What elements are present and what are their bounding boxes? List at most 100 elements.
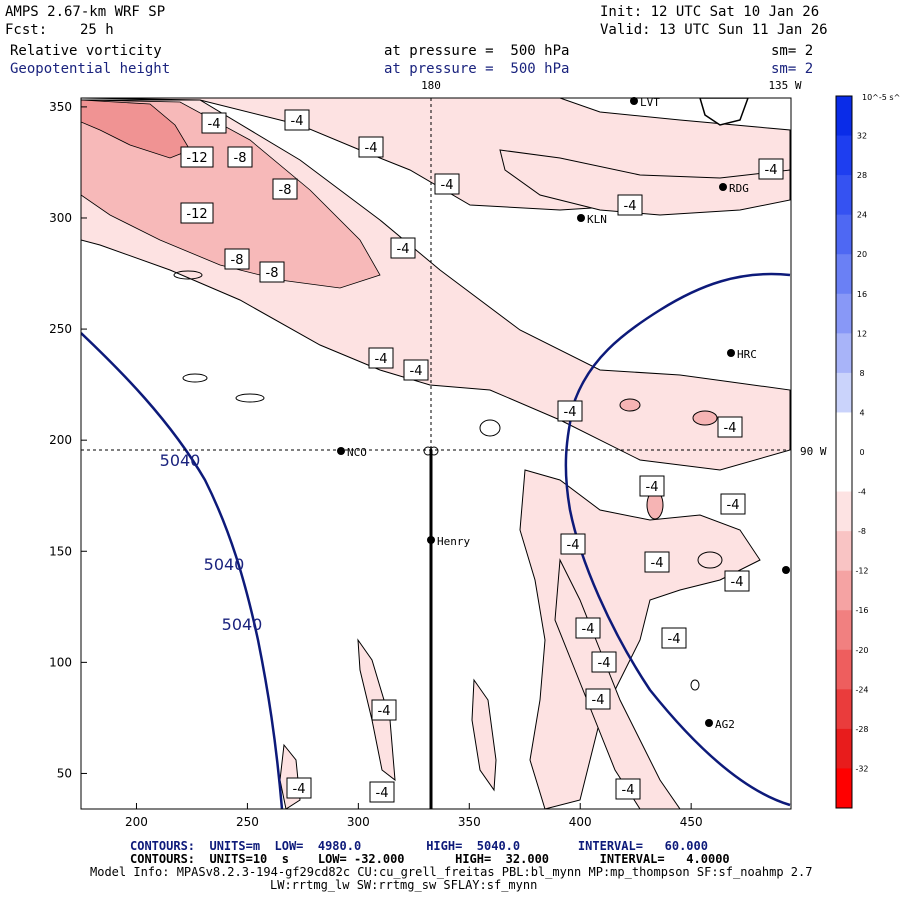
svg-text:-4: -4 [376, 786, 389, 801]
y-tick-label: 250 [49, 322, 72, 336]
svg-text:-4: -4 [564, 405, 577, 420]
colorbar-tick-label: -12 [855, 567, 868, 576]
grid-label-90w: 90 W [800, 445, 827, 458]
x-tick-label: 300 [347, 815, 370, 829]
svg-text:-4: -4 [375, 352, 388, 367]
height-contour-5040-east [564, 272, 791, 807]
svg-text:-4: -4 [592, 693, 605, 708]
svg-text:-4: -4 [208, 117, 221, 132]
vorticity-label: -4 [617, 194, 643, 216]
svg-text:-4: -4 [365, 141, 378, 156]
field2-level: at pressure = 500 hPa [384, 61, 570, 77]
svg-text:-4: -4 [724, 421, 737, 436]
colorbar-unit: 10^-5 s^-1 [862, 93, 900, 102]
svg-text:-4: -4 [668, 632, 681, 647]
vort-streak-2 [279, 743, 301, 809]
vorticity-label: -4 [639, 475, 665, 497]
x-tick-label: 350 [458, 815, 481, 829]
station-marker [705, 719, 713, 727]
station-marker [719, 183, 727, 191]
station-lvt: LVT [630, 96, 660, 109]
colorbar-tick-label: 12 [857, 329, 867, 338]
station-marker [630, 97, 638, 105]
vorticity-label: -4 [368, 347, 394, 369]
colorbar-tick-label: 16 [857, 290, 867, 299]
y-axis-ticks: 50 100 150 200 250 300 350 [49, 100, 87, 780]
station-label: HRC [737, 348, 757, 361]
colorbar-segment [836, 728, 852, 769]
svg-text:-8: -8 [231, 253, 244, 268]
vorticity-label: -8 [259, 261, 285, 283]
svg-text:-12: -12 [186, 207, 207, 222]
svg-text:-8: -8 [234, 151, 247, 166]
svg-text:-8: -8 [266, 266, 279, 281]
height-label: 5040 [204, 555, 245, 574]
colorbar-segment [836, 531, 852, 572]
colorbar-segment [836, 768, 852, 809]
colorbar-tick-label: 28 [857, 171, 867, 180]
svg-text:-4: -4 [651, 556, 664, 571]
vorticity-label: -4 [560, 533, 586, 555]
x-axis-ticks: 200 250 300 350 400 450 [125, 803, 703, 829]
station-label: KLN [587, 213, 607, 226]
x-tick-label: 450 [680, 815, 703, 829]
vorticity-label: -8 [224, 248, 250, 270]
vort-band-main-strong [81, 99, 191, 159]
station-label: LVT [640, 96, 660, 109]
footer-height-contours: CONTOURS: UNITS=m LOW= 4980.0 HIGH= 5040… [130, 839, 708, 853]
station-label: AG2 [715, 718, 735, 731]
colorbar-tick-label: 20 [857, 250, 867, 259]
vorticity-label: -4 [720, 493, 746, 515]
station-ag2: AG2 [705, 718, 735, 731]
vorticity-label: -4 [557, 400, 583, 422]
vort-cell [690, 679, 700, 691]
vorticity-label: -4 [644, 551, 670, 573]
colorbar-segment [836, 333, 852, 374]
colorbar-segment [836, 610, 852, 651]
svg-text:-4: -4 [598, 656, 611, 671]
svg-text:-4: -4 [410, 364, 423, 379]
svg-text:-4: -4 [293, 782, 306, 797]
vorticity-label: -4 [201, 112, 227, 134]
station-henry: Henry [427, 535, 470, 548]
y-tick-label: 50 [57, 766, 72, 780]
vort-cell [619, 398, 641, 412]
forecast-label: Fcst: [5, 22, 48, 38]
station-label: Henry [437, 535, 470, 548]
svg-text:-8: -8 [279, 183, 292, 198]
colorbar-segment [836, 214, 852, 255]
footer-vort-contours: CONTOURS: UNITS=10 s LOW= -32.000 HIGH= … [130, 852, 730, 866]
station-marker [427, 536, 435, 544]
vorticity-label: -4 [358, 136, 384, 158]
footer-physics: LW:rrtmg_lw SW:rrtmg_sw SFLAY:sf_mynn [270, 878, 538, 892]
svg-text:-4: -4 [582, 622, 595, 637]
vorticity-label: -4 [585, 688, 611, 710]
colorbar-tick-label: 4 [859, 408, 864, 417]
grid-label-180: 180 [421, 79, 441, 92]
station-marker [429, 446, 439, 456]
stations: LVT RDG KLN HRC NCO Henry AG2 [337, 96, 790, 731]
vorticity-labels: -4 -4 -4 -12 -8 -4 -8 -12 -4 -4 -4 -8 -8 -4 -4 -4 -4 -4 -4… [180, 109, 784, 803]
colorbar-tick-label: -28 [855, 725, 868, 734]
field1-smoothing: sm= 2 [771, 43, 814, 59]
svg-text:-4: -4 [397, 242, 410, 257]
vorticity-label: -4 [758, 158, 784, 180]
colorbar-segment [836, 452, 852, 493]
colorbar-segment [836, 491, 852, 532]
y-tick-label: 150 [49, 544, 72, 558]
colorbar-tick-label: -8 [858, 527, 866, 536]
colorbar-tick-label: 24 [857, 211, 867, 220]
field1-name: Relative vorticity [10, 43, 162, 59]
vorticity-label: -4 [615, 778, 641, 800]
vorticity-label: -4 [575, 617, 601, 639]
vorticity-label: -4 [724, 570, 750, 592]
colorbar-frame [835, 95, 853, 809]
svg-text:-4: -4 [567, 538, 580, 553]
footer-model-info: Model Info: MPASv8.2.3-194-gf29cd82c CU:… [90, 865, 813, 879]
svg-text:-4: -4 [378, 704, 391, 719]
station-kln: KLN [577, 213, 607, 226]
height-label: 5040 [222, 615, 263, 634]
vorticity-label: -8 [272, 178, 298, 200]
colorbar-tick-label: 32 [857, 132, 867, 141]
vorticity-label: -4 [369, 781, 395, 803]
